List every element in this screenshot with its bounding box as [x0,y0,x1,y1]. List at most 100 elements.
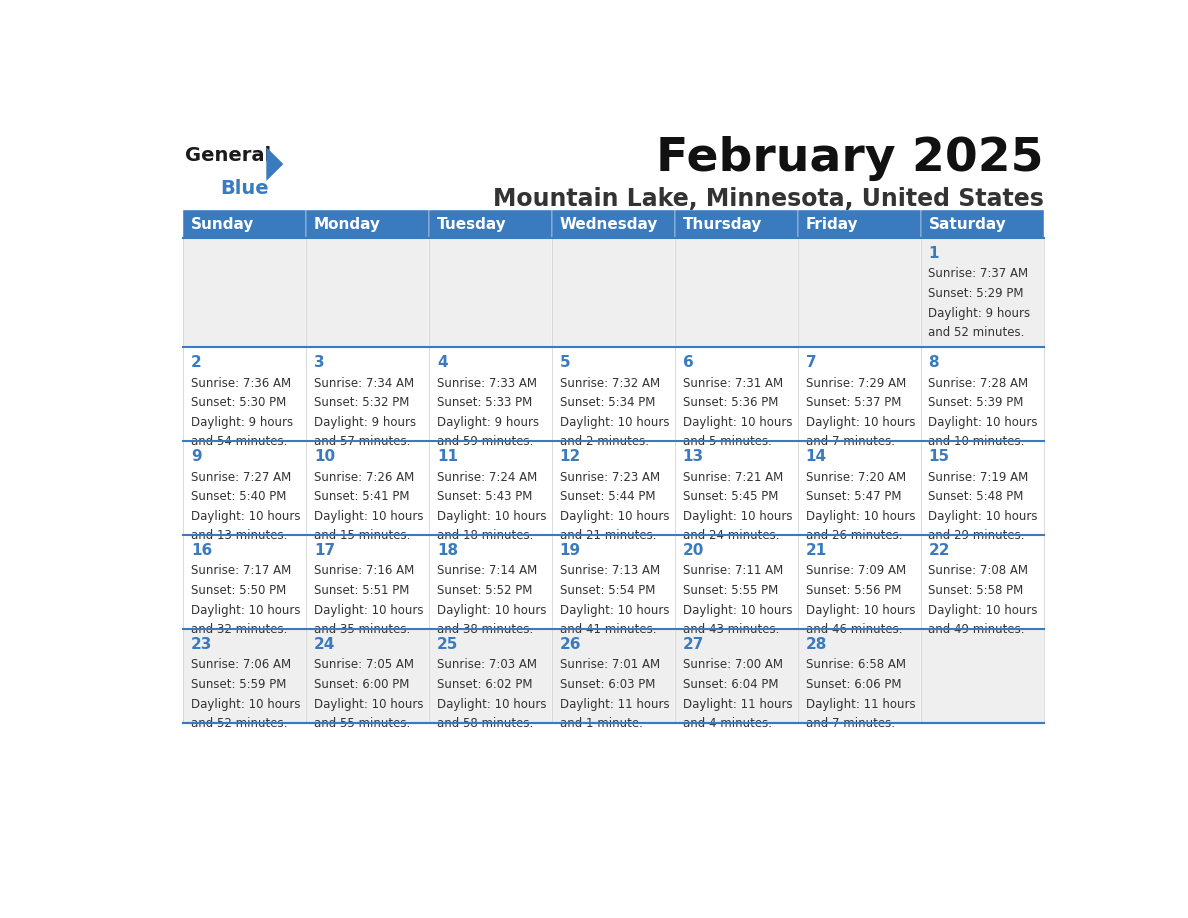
Text: Sunrise: 7:26 AM: Sunrise: 7:26 AM [314,471,415,484]
Bar [183,347,307,442]
Bar [552,442,675,535]
Text: Sunset: 5:54 PM: Sunset: 5:54 PM [560,584,655,597]
Text: 17: 17 [314,543,335,558]
Text: Sunset: 5:30 PM: Sunset: 5:30 PM [191,397,286,409]
Bar [921,629,1043,723]
Text: Sunset: 5:55 PM: Sunset: 5:55 PM [683,584,778,597]
Bar [675,347,798,442]
Text: Sunrise: 7:06 AM: Sunrise: 7:06 AM [191,658,291,671]
Text: 3: 3 [314,355,324,370]
Text: and 2 minutes.: and 2 minutes. [560,435,649,449]
Bar [183,535,307,629]
Text: Sunrise: 7:05 AM: Sunrise: 7:05 AM [314,658,413,671]
Text: Sunrise: 7:08 AM: Sunrise: 7:08 AM [929,565,1029,577]
Text: Sunrise: 7:16 AM: Sunrise: 7:16 AM [314,565,415,577]
Text: Sunrise: 7:20 AM: Sunrise: 7:20 AM [805,471,905,484]
Text: Sunset: 5:29 PM: Sunset: 5:29 PM [929,286,1024,300]
Text: February 2025: February 2025 [656,136,1043,181]
Text: Sunrise: 7:19 AM: Sunrise: 7:19 AM [929,471,1029,484]
Text: Sunset: 5:58 PM: Sunset: 5:58 PM [929,584,1024,597]
Bar [307,629,429,723]
Text: Daylight: 10 hours: Daylight: 10 hours [314,604,423,617]
Text: Sunset: 5:39 PM: Sunset: 5:39 PM [929,397,1024,409]
Text: 2: 2 [191,355,202,370]
Text: Sunset: 5:45 PM: Sunset: 5:45 PM [683,490,778,503]
Text: Sunrise: 7:13 AM: Sunrise: 7:13 AM [560,565,659,577]
Bar [552,629,675,723]
Text: Monday: Monday [314,217,381,231]
Text: Sunset: 5:52 PM: Sunset: 5:52 PM [437,584,532,597]
Text: Sunrise: 7:14 AM: Sunrise: 7:14 AM [437,565,537,577]
Text: 16: 16 [191,543,213,558]
Text: Daylight: 10 hours: Daylight: 10 hours [437,509,546,522]
Text: Sunrise: 7:09 AM: Sunrise: 7:09 AM [805,565,905,577]
Text: 26: 26 [560,637,581,652]
Text: Daylight: 11 hours: Daylight: 11 hours [805,698,915,711]
Text: Sunset: 5:43 PM: Sunset: 5:43 PM [437,490,532,503]
Text: Sunrise: 7:33 AM: Sunrise: 7:33 AM [437,376,537,389]
Bar [307,535,429,629]
Text: and 52 minutes.: and 52 minutes. [929,326,1025,339]
Text: and 52 minutes.: and 52 minutes. [191,717,287,731]
Text: 10: 10 [314,449,335,464]
Text: Daylight: 10 hours: Daylight: 10 hours [929,509,1038,522]
Text: Daylight: 10 hours: Daylight: 10 hours [191,604,301,617]
Bar [675,238,798,347]
Text: and 59 minutes.: and 59 minutes. [437,435,533,449]
Text: and 4 minutes.: and 4 minutes. [683,717,772,731]
Text: 19: 19 [560,543,581,558]
Text: 24: 24 [314,637,335,652]
Bar [429,535,552,629]
Bar [798,535,921,629]
Text: 5: 5 [560,355,570,370]
Bar [921,442,1043,535]
Text: Daylight: 9 hours: Daylight: 9 hours [929,307,1031,319]
Text: 6: 6 [683,355,694,370]
Text: 9: 9 [191,449,202,464]
Text: Sunset: 6:03 PM: Sunset: 6:03 PM [560,678,655,691]
Text: Daylight: 11 hours: Daylight: 11 hours [560,698,669,711]
Text: 11: 11 [437,449,457,464]
Bar [183,442,307,535]
Text: 7: 7 [805,355,816,370]
Text: 23: 23 [191,637,213,652]
Text: Sunrise: 7:21 AM: Sunrise: 7:21 AM [683,471,783,484]
Text: Mountain Lake, Minnesota, United States: Mountain Lake, Minnesota, United States [493,187,1043,211]
Text: 21: 21 [805,543,827,558]
Text: Sunrise: 7:11 AM: Sunrise: 7:11 AM [683,565,783,577]
Text: Thursday: Thursday [683,217,762,231]
Text: Daylight: 10 hours: Daylight: 10 hours [437,604,546,617]
Text: Daylight: 10 hours: Daylight: 10 hours [805,416,915,429]
Text: Daylight: 10 hours: Daylight: 10 hours [560,509,669,522]
Text: Daylight: 10 hours: Daylight: 10 hours [929,416,1038,429]
Text: 15: 15 [929,449,949,464]
Text: Sunrise: 7:03 AM: Sunrise: 7:03 AM [437,658,537,671]
Text: Sunset: 6:04 PM: Sunset: 6:04 PM [683,678,778,691]
Text: Daylight: 9 hours: Daylight: 9 hours [314,416,416,429]
Text: Sunset: 5:32 PM: Sunset: 5:32 PM [314,397,410,409]
Text: and 46 minutes.: and 46 minutes. [805,623,902,636]
Bar [307,210,429,238]
Text: 25: 25 [437,637,459,652]
Bar [921,238,1043,347]
Text: and 54 minutes.: and 54 minutes. [191,435,287,449]
Bar [183,238,307,347]
Bar [307,442,429,535]
Text: Sunrise: 7:27 AM: Sunrise: 7:27 AM [191,471,291,484]
Text: Sunset: 5:59 PM: Sunset: 5:59 PM [191,678,286,691]
Text: Sunset: 5:33 PM: Sunset: 5:33 PM [437,397,532,409]
Text: Daylight: 9 hours: Daylight: 9 hours [191,416,293,429]
Text: and 24 minutes.: and 24 minutes. [683,530,779,543]
Text: Daylight: 10 hours: Daylight: 10 hours [191,509,301,522]
Text: Tuesday: Tuesday [437,217,506,231]
Bar [798,238,921,347]
Text: 1: 1 [929,246,939,261]
Text: Sunrise: 7:17 AM: Sunrise: 7:17 AM [191,565,291,577]
Text: Daylight: 10 hours: Daylight: 10 hours [191,698,301,711]
Text: Sunset: 5:34 PM: Sunset: 5:34 PM [560,397,655,409]
Text: and 26 minutes.: and 26 minutes. [805,530,902,543]
Bar [552,210,675,238]
Bar [429,347,552,442]
Text: and 1 minute.: and 1 minute. [560,717,643,731]
Text: Sunset: 5:51 PM: Sunset: 5:51 PM [314,584,410,597]
